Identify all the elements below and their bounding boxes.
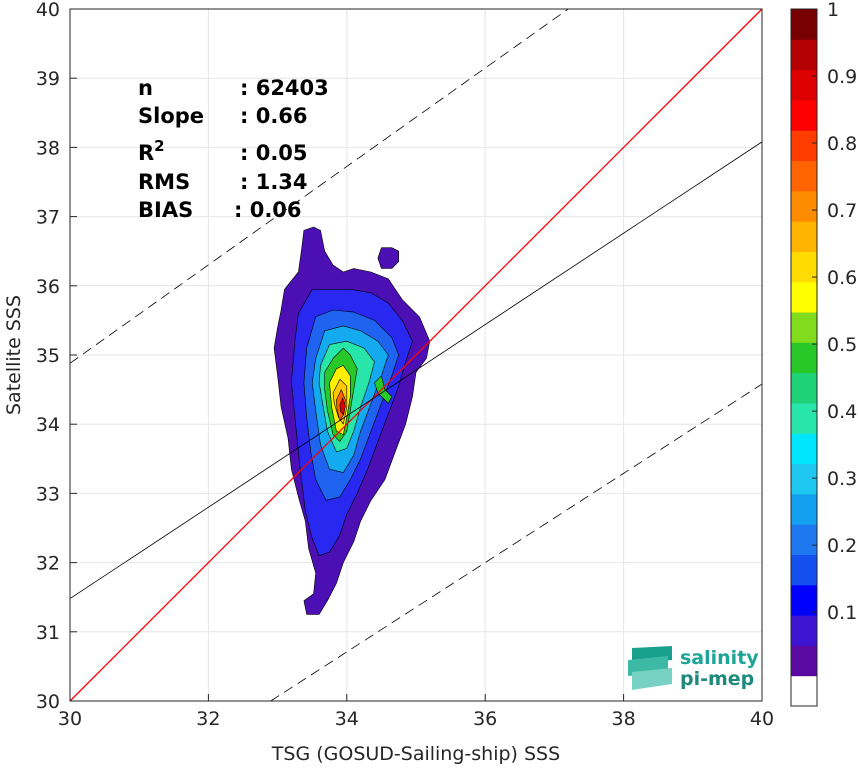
plot-area [69,8,763,702]
colorbar-segment [791,675,817,707]
colorbar-tick-label: 0.8 [827,133,857,155]
x-tick-label: 32 [196,708,220,730]
colorbar-segment [791,281,817,313]
y-tick-label: 35 [36,345,60,367]
stat-label: R2 [138,137,165,165]
colorbar-tick-label: 0.4 [827,401,857,423]
y-tick-label: 38 [36,137,60,159]
colorbar-tick-label: 0.6 [827,267,857,289]
stats-box: n : 62403 Slope : 0.66 R2 : 0.05 RMS : 1.34 BIAS… [138,76,329,222]
y-tick-label: 31 [36,622,60,644]
colorbar-tick-label: 1 [827,0,839,21]
logo-line-2: pi-mep [680,668,754,690]
colorbar-tick-label: 0.5 [827,334,857,356]
stat-label: RMS [138,170,190,194]
y-tick-label: 40 [36,0,60,21]
density-contours [273,226,431,615]
x-axis-label: TSG (GOSUD-Sailing-ship) SSS [271,743,560,765]
x-axis: 30 32 34 36 38 40 [58,694,774,730]
colorbar-segment [791,69,817,101]
y-axis: 30 31 32 33 34 35 36 37 38 39 40 [36,0,77,713]
x-tick-label: 30 [58,708,82,730]
colorbar-tick-label: 0.9 [827,66,857,88]
grid [69,8,763,702]
y-tick-label: 30 [36,691,60,713]
colorbar-segment [791,524,817,555]
upper_bound-line [69,8,569,364]
colorbar: 0.1 0.2 0.3 0.4 0.5 0.6 0.7 0.8 0.9 1 [790,0,857,707]
colorbar-segment [791,160,817,192]
colorbar-segment [791,130,817,162]
stat-value: : 1.34 [240,170,308,194]
contour-level-7 [374,375,393,404]
colorbar-segment [791,493,817,525]
colorbar-segment [791,372,817,404]
colorbar-segment [791,463,817,495]
x-tick-label: 40 [750,708,774,730]
colorbar-segment [791,221,817,252]
stat-label: Slope [138,104,204,128]
colorbar-frame [790,8,818,707]
colorbar-tick-label: 0.7 [827,200,857,222]
y-tick-label: 36 [36,276,60,298]
x-tick-label: 38 [612,708,636,730]
colorbar-segment [791,251,817,283]
colorbar-segment [791,39,817,71]
x-tick-label: 34 [335,708,359,730]
stat-value: : 0.06 [234,198,302,222]
colorbar-segment [791,615,817,646]
colorbar-segment [791,342,817,374]
colorbar-segment [791,9,817,40]
colorbar-segment [791,312,817,343]
colorbar-segment [791,99,817,131]
contour-level-1 [377,247,400,269]
contour-level-11 [339,397,346,415]
y-tick-label: 37 [36,207,60,229]
colorbar-tick-label: 0.3 [827,468,857,490]
colorbar-segment [791,554,817,586]
y-axis-label: Satellite SSS [3,295,25,415]
stat-label: BIAS [138,198,193,222]
identity-line [69,8,763,702]
lower_bound-line [270,383,763,702]
stat-value: : 0.05 [240,141,308,165]
logo-line-1: salinity [680,647,759,669]
y-tick-label: 33 [36,483,60,505]
fit-line [69,141,763,599]
logo-wave-icon [628,646,672,690]
stat-value: : 0.66 [240,104,308,128]
x-tick-label: 36 [473,708,497,730]
colorbar-segment [791,433,817,465]
regression-lines [69,8,763,702]
colorbar-tick-label: 0.2 [827,535,857,557]
stat-label: n [138,76,153,100]
logo: salinity pi-mep [628,646,759,690]
colorbar-segment [791,402,817,434]
colorbar-segment [791,190,817,222]
colorbar-tick-label: 0.1 [827,602,857,624]
y-tick-label: 32 [36,553,60,575]
y-tick-label: 39 [36,68,60,90]
colorbar-segment [791,645,817,677]
colorbar-segment [791,584,817,616]
y-tick-label: 34 [36,414,60,436]
stat-value: : 62403 [240,76,329,100]
